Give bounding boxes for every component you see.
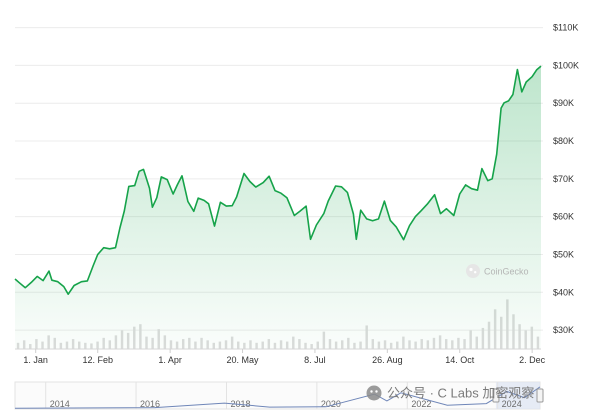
x-axis: 1. Jan 12. Feb 1. Apr 20. May 8. Jul 26. Aug 1… [15,348,546,365]
x-tick-label: 20. May [227,355,260,365]
y-axis: $30K $40K $50K $60K $70K $80K $90K $100K $110K [553,23,579,336]
coingecko-watermark: CoinGecko [466,264,529,278]
caption-overlay: 公众号 · C Labs 加密观察 [366,385,534,401]
watermark-label: CoinGecko [484,267,529,277]
navigator-series-line [14,386,541,409]
price-area [14,65,542,349]
y-tick-label: $90K [553,98,574,108]
navigator-handle[interactable] [536,388,544,403]
y-tick-label: $70K [553,174,574,184]
navigator-tick-label: 2024 [502,399,522,409]
price-line [14,65,542,295]
x-tick-label: 2. Dec [519,355,546,365]
y-tick-label: $50K [553,249,574,259]
y-tick-label: $60K [553,212,574,222]
y-tick-label: $100K [553,60,579,70]
y-tick-label: $30K [553,325,574,335]
x-tick-label: 12. Feb [82,355,113,365]
navigator-content: 2014 2016 2018 2020 2022 2024 [14,382,544,409]
y-tick-label: $110K [553,23,578,33]
navigator-tick-label: 2020 [321,399,341,409]
navigator-tick-label: 2022 [411,399,431,409]
x-tick-label: 1. Jan [23,355,48,365]
range-navigator[interactable]: 2014 2016 2018 2020 2022 2024 [14,381,544,410]
coingecko-logo-icon [466,264,480,278]
x-tick-label: 14. Oct [445,355,475,365]
x-tick-label: 8. Jul [304,355,326,365]
y-tick-label: $40K [553,287,574,297]
navigator-tick-label: 2018 [231,399,251,409]
price-area-fill [15,66,541,349]
navigator-tick-label: 2016 [140,399,160,409]
y-tick-label: $80K [553,136,574,146]
caption-text: 公众号 · C Labs 加密观察 [387,386,534,401]
wechat-icon [366,385,382,401]
x-tick-label: 26. Aug [372,355,403,365]
navigator-handle[interactable] [492,388,500,403]
x-tick-label: 1. Apr [158,355,182,365]
navigator-tick-label: 2014 [50,399,70,409]
